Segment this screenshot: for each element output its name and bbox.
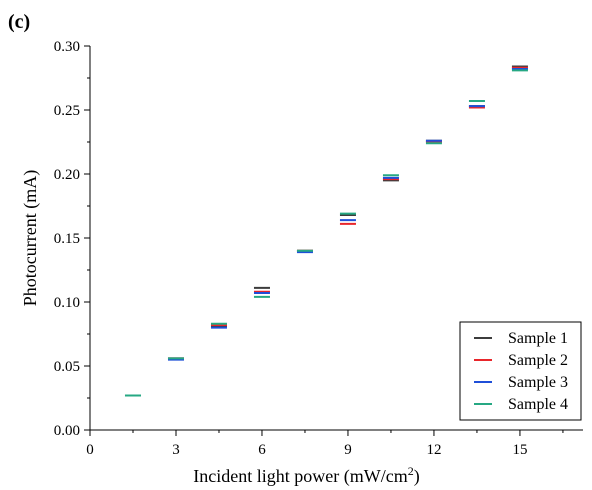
y-tick-label: 0.00 — [54, 423, 80, 439]
x-axis-title: Incident light power (mW/cm2) — [193, 464, 419, 487]
y-tick-label: 0.25 — [54, 103, 80, 119]
x-tick-label: 0 — [86, 442, 94, 458]
legend: Sample 1 Sample 2 Sample 3 Sample 4 — [459, 321, 582, 421]
x-tick-label: 12 — [426, 442, 441, 458]
x-axis-title-superscript: 2 — [408, 464, 414, 478]
y-tick-label: 0.15 — [54, 231, 80, 247]
x-tick-label: 9 — [344, 442, 352, 458]
plot-area: 0 3 6 9 12 15 0.00 0.05 0.10 0.15 0.20 0.25 0.30 — [54, 39, 583, 458]
panel-label: (c) — [8, 11, 30, 33]
y-tick-label: 0.05 — [54, 359, 80, 375]
legend-label-sample-4: Sample 4 — [508, 396, 568, 413]
x-axis-title-main: Incident light power (mW/cm — [193, 466, 407, 487]
x-tick-label: 15 — [512, 442, 527, 458]
legend-label-sample-2: Sample 2 — [508, 352, 568, 369]
x-axis-title-suffix: ) — [414, 466, 420, 487]
x-tick-label: 6 — [258, 442, 266, 458]
y-tick-label: 0.10 — [54, 295, 80, 311]
x-tick-label: 3 — [172, 442, 180, 458]
y-tick-label: 0.20 — [54, 167, 80, 183]
legend-label-sample-1: Sample 1 — [508, 330, 568, 347]
y-axis-title: Photocurrent (mA) — [20, 170, 41, 306]
y-tick-label: 0.30 — [54, 39, 80, 55]
legend-label-sample-3: Sample 3 — [508, 374, 568, 391]
